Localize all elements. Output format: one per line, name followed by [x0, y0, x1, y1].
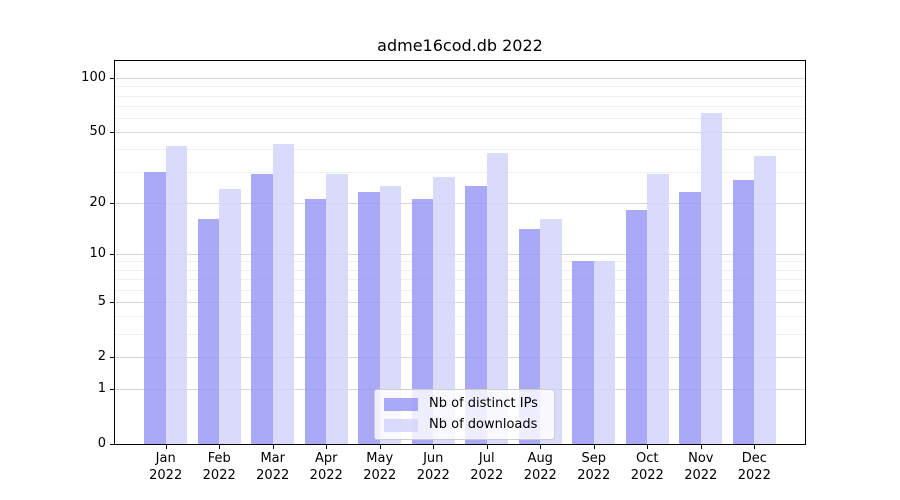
bar-downloads: [540, 219, 562, 444]
legend-item: Nb of distinct IPs: [384, 396, 545, 412]
x-tick-mark: [165, 444, 167, 449]
bar-downloads: [647, 174, 669, 444]
gridline-minor: [115, 269, 805, 271]
gridline-minor: [115, 86, 805, 88]
bar-downloads: [165, 145, 188, 444]
bar-distinct-ips: [625, 210, 648, 444]
bar-distinct-ips: [572, 261, 594, 444]
y-tick-mark: [110, 78, 115, 79]
bar-distinct-ips: [251, 174, 273, 444]
bar-distinct-ips: [732, 179, 755, 444]
x-tick-mark: [219, 444, 221, 449]
bar-distinct-ips: [197, 219, 220, 444]
x-tick-label: Oct 2022: [630, 451, 664, 483]
y-tick-label: 0: [97, 436, 106, 451]
bar-downloads: [700, 112, 723, 444]
y-tick-label: 50: [89, 124, 106, 140]
bar-downloads: [433, 176, 455, 444]
gridline-major: [115, 78, 805, 79]
y-tick-mark: [110, 132, 115, 134]
y-tick-label: 20: [89, 194, 106, 210]
gridline-major: [115, 356, 805, 358]
x-tick-mark: [326, 444, 328, 449]
gridline-minor: [115, 149, 805, 151]
y-tick-mark: [110, 253, 115, 255]
x-tick-mark: [540, 444, 542, 449]
y-tick-mark: [110, 444, 115, 445]
bar-downloads: [486, 153, 509, 444]
x-tick-mark: [379, 444, 381, 449]
gridline-minor: [115, 279, 805, 281]
bar-distinct-ips: [304, 198, 327, 444]
legend-label: Nb of downloads: [429, 417, 538, 432]
bar-distinct-ips: [358, 191, 380, 444]
gridline-minor: [115, 289, 805, 291]
gridline-minor: [115, 95, 805, 97]
chart-title: adme16cod.db 2022: [377, 36, 543, 55]
y-tick-mark: [110, 356, 115, 358]
y-tick-label: 1: [97, 381, 106, 397]
x-tick-label: Jan 2022: [149, 451, 183, 483]
bar-downloads: [326, 174, 348, 444]
x-tick-mark: [593, 444, 595, 449]
x-tick-mark: [272, 444, 274, 449]
x-tick-label: Feb 2022: [202, 451, 236, 483]
x-tick-mark: [754, 444, 756, 449]
gridline-minor: [115, 316, 805, 318]
bar-distinct-ips: [465, 185, 487, 444]
y-tick-label: 2: [97, 348, 106, 364]
y-tick-mark: [110, 301, 115, 303]
x-tick-label: Jun 2022: [416, 451, 450, 483]
bar-downloads: [272, 143, 295, 444]
legend-swatch-downloads: [384, 418, 418, 432]
bar-downloads: [219, 188, 241, 444]
y-tick-label: 10: [89, 245, 106, 261]
bar-distinct-ips: [144, 171, 166, 444]
y-tick-label: 100: [81, 70, 106, 85]
gridline-major: [115, 301, 805, 303]
legend: Nb of distinct IPs Nb of downloads: [374, 389, 555, 440]
gridline-minor: [115, 261, 805, 263]
y-tick-label: 5: [97, 293, 106, 309]
x-tick-label: Nov 2022: [684, 451, 718, 483]
plot-area: Nb of distinct IPs Nb of downloads: [114, 60, 806, 445]
x-tick-mark: [700, 444, 702, 449]
x-tick-label: Dec 2022: [737, 451, 771, 483]
bar-downloads: [593, 261, 616, 444]
x-tick-label: Mar 2022: [256, 451, 290, 483]
gridline-major: [115, 202, 805, 204]
x-tick-label: Aug 2022: [523, 451, 557, 483]
x-tick-mark: [433, 444, 435, 449]
legend-swatch-distinct-ips: [384, 397, 418, 411]
legend-item: Nb of downloads: [384, 417, 545, 433]
x-tick-mark: [647, 444, 649, 449]
gridline-minor: [115, 105, 805, 107]
gridline-minor: [115, 334, 805, 336]
x-tick-label: Jul 2022: [470, 451, 504, 483]
bar-distinct-ips: [411, 198, 434, 444]
y-tick-mark: [110, 202, 115, 204]
x-tick-label: Sep 2022: [577, 451, 611, 483]
y-tick-mark: [110, 389, 115, 391]
gridline-major: [115, 253, 805, 255]
gridline-major: [115, 132, 805, 134]
x-tick-mark: [486, 444, 488, 449]
bar-downloads: [754, 155, 776, 444]
gridline-minor: [115, 171, 805, 173]
bar-distinct-ips: [679, 191, 701, 444]
legend-label: Nb of distinct IPs: [429, 396, 538, 411]
bar-downloads: [379, 185, 402, 444]
x-tick-label: May 2022: [363, 451, 397, 483]
x-tick-label: Apr 2022: [309, 451, 343, 483]
gridline-minor: [115, 117, 805, 119]
